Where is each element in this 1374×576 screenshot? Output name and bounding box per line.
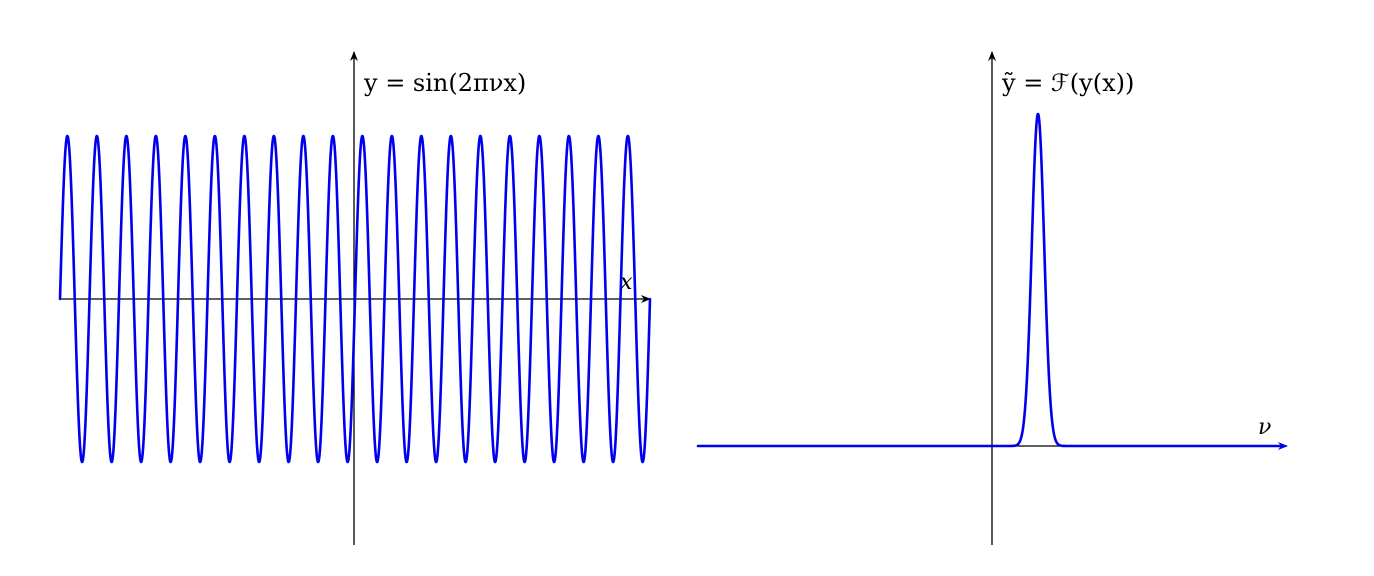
fourier-curve	[696, 112, 1286, 448]
sine-y-axis-label: y = sin(2πνx)	[363, 69, 526, 97]
fourier-y-axis-label: ỹ = ℱ(y(x))	[1001, 69, 1134, 97]
fourier-x-axis-label: ν	[1258, 415, 1271, 440]
sine-panel: y = sin(2πνx) x	[58, 51, 652, 545]
sine-curve	[58, 134, 652, 464]
fourier-panel: ỹ = ℱ(y(x)) ν	[696, 51, 1288, 545]
sine-x-axis-label: x	[620, 270, 633, 295]
